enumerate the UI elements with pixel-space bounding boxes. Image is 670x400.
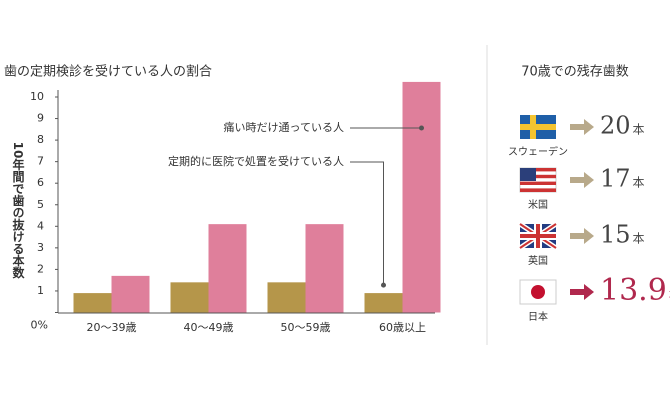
flag-sweden [520, 115, 556, 139]
panel-title: 70歳での残存歯数 [521, 65, 629, 80]
arrow [570, 228, 594, 244]
tooth-count: 15 [600, 221, 631, 249]
country-name: 米国 [528, 198, 548, 211]
legend-label: 痛い時だけ通っている人 [224, 120, 344, 134]
y-tick-label: 3 [37, 241, 44, 254]
flag-usa [519, 167, 557, 193]
y-tick-label: 9 [37, 112, 44, 125]
y-axis-label: 10年間で歯の抜ける本数 [11, 142, 25, 279]
tooth-unit: 本 [633, 123, 645, 137]
legend-dot [381, 282, 386, 288]
bar [364, 293, 403, 313]
legend-leader [350, 161, 384, 286]
tooth-count: 17 [600, 165, 631, 193]
country-name: 日本 [528, 310, 548, 323]
y-tick-label: 2 [37, 262, 44, 275]
country-name: スウェーデン [508, 145, 568, 158]
x-tick-label: 20〜39歳 [87, 321, 137, 334]
arrow [570, 284, 594, 300]
flag-japan [519, 279, 557, 305]
y-tick-label: 4 [37, 219, 44, 232]
y-tick-label: 6 [37, 176, 44, 189]
arrow [570, 172, 594, 188]
y-tick-label: 7 [37, 155, 44, 168]
tooth-unit: 本 [669, 288, 670, 302]
legend-label: 定期的に医院で処置を受けている人 [168, 154, 344, 168]
y-tick-label: 1 [37, 284, 44, 297]
y-tick-label: 0% [31, 319, 48, 332]
bar [170, 282, 209, 313]
tooth-unit: 本 [633, 232, 645, 246]
x-tick-label: 50〜59歳 [281, 321, 331, 334]
bar [208, 224, 247, 313]
x-tick-label: 60歳以上 [379, 321, 426, 334]
y-tick-label: 10 [30, 90, 44, 103]
tooth-count: 13.9 [600, 273, 667, 308]
chart-title: 歯の定期検診を受けている人の割合 [4, 64, 212, 80]
country-name: 英国 [528, 254, 548, 267]
x-tick-label: 40〜49歳 [184, 321, 234, 334]
flag-uk [518, 221, 558, 251]
bar [111, 275, 150, 313]
legend-dot [419, 125, 424, 131]
arrow [570, 119, 594, 135]
bar [73, 293, 112, 313]
tooth-count: 20 [600, 112, 631, 140]
y-tick-label: 8 [37, 133, 44, 146]
bar [402, 81, 441, 313]
tooth-unit: 本 [633, 176, 645, 190]
bar [305, 224, 344, 313]
y-tick-label: 5 [37, 198, 44, 211]
bar [267, 282, 306, 313]
